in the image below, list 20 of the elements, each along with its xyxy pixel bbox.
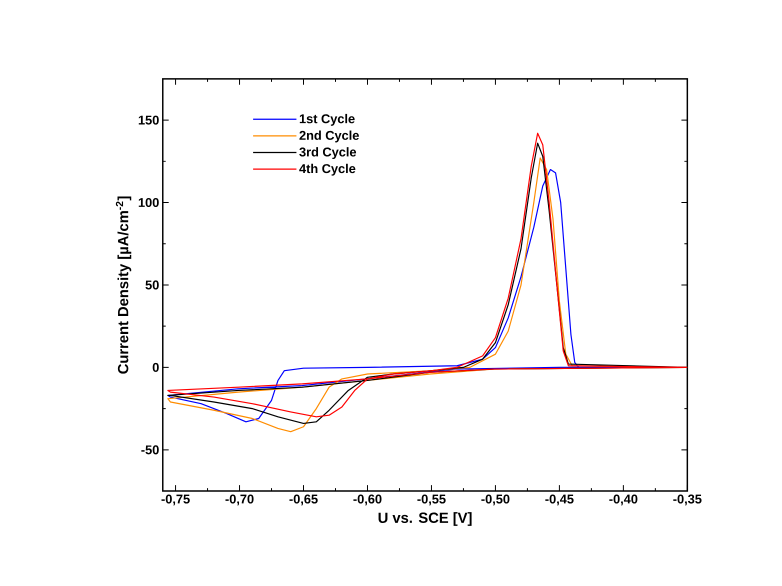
y-tick-label: 100 — [138, 198, 159, 208]
legend-label: 3rd Cycle — [299, 147, 356, 160]
x-tick-label: -0,75 — [162, 494, 190, 506]
y-tick-label: 0 — [152, 363, 159, 372]
x-tick-label: -0,45 — [545, 494, 574, 506]
x-axis-title: U vs. SCE [V] — [378, 512, 472, 526]
x-tick-label: -0,55 — [417, 494, 446, 506]
x-tick-label: -0,40 — [609, 494, 638, 506]
y-axis-title: Current Density [µA/cm$^{-2}$] — [116, 196, 132, 374]
x-tick-label: -0,70 — [225, 494, 254, 506]
legend-label: 4th Cycle — [299, 164, 356, 176]
y-tick-label: 150 — [138, 116, 159, 125]
y-tick-label: -50 — [141, 445, 159, 454]
legend-label: 2nd Cycle — [299, 130, 359, 143]
x-tick-label: -0,60 — [353, 494, 382, 506]
y-tick-label: 50 — [145, 280, 159, 290]
x-tick-label: -0,65 — [289, 494, 318, 506]
x-tick-label: -0,35 — [673, 494, 702, 506]
legend-label: 1st Cycle — [300, 114, 355, 126]
x-tick-label: -0,50 — [481, 494, 510, 506]
